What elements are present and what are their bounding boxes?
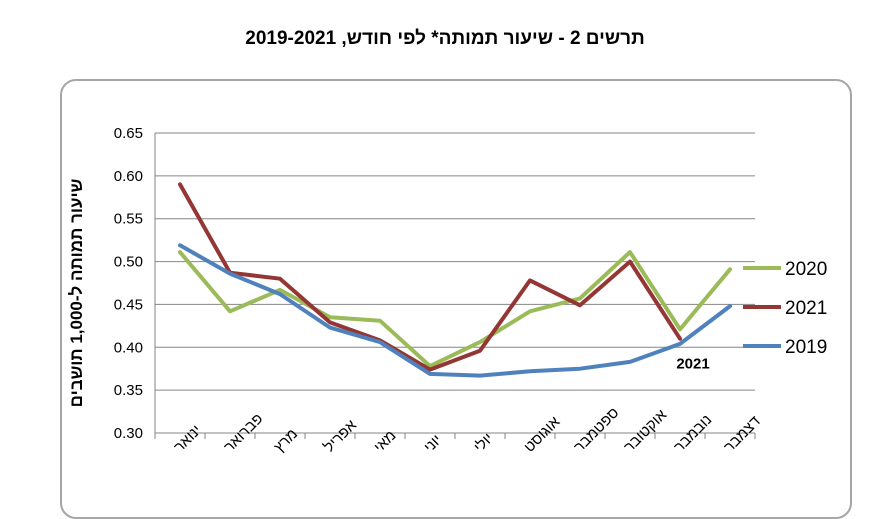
chart-title: תרשים 2 - שיעור תמותה* לפי חודש, 2019-20… [245, 28, 645, 49]
series-line-2021 [178, 182, 682, 372]
legend-label-2020: 2020 [785, 259, 827, 280]
x-category-label: אפריל [321, 416, 361, 456]
x-category-label: יוני [421, 431, 445, 455]
x-category-label: דצמבר [721, 413, 764, 456]
annotation-label: 2021 [676, 356, 709, 373]
y-tick-label: 0.35 [114, 382, 143, 399]
x-category-label: נובמבר [671, 411, 716, 456]
legend-label-2021: 2021 [785, 298, 827, 319]
x-category-label: ינואר [171, 422, 205, 456]
series-line-2020 [178, 250, 732, 369]
x-category-label: מרץ [271, 426, 301, 456]
line-chart: 0.650.600.550.500.450.400.350.30 ינואר פבר… [67, 125, 827, 456]
series-line-2019 [178, 243, 732, 378]
x-category-label: ספטמבר [571, 404, 623, 456]
x-category-label: מאי [371, 427, 400, 456]
y-tick-label: 0.30 [114, 425, 143, 442]
y-tick-label: 0.40 [114, 339, 143, 356]
x-category-label: אוגוסט [521, 413, 564, 456]
y-axis-title: שיעור תמותה ל-1,000 תושבים [67, 178, 86, 407]
x-category-label: יולי [471, 430, 497, 456]
legend-label-2019: 2019 [785, 337, 827, 358]
y-tick-label: 0.65 [114, 125, 143, 142]
chart-frame [60, 79, 852, 519]
x-category-label: אוקטובר [621, 406, 671, 456]
y-tick-label: 0.50 [114, 254, 143, 271]
y-tick-label: 0.45 [114, 296, 143, 313]
y-tick-label: 0.60 [114, 168, 143, 185]
y-tick-label: 0.55 [114, 211, 143, 228]
